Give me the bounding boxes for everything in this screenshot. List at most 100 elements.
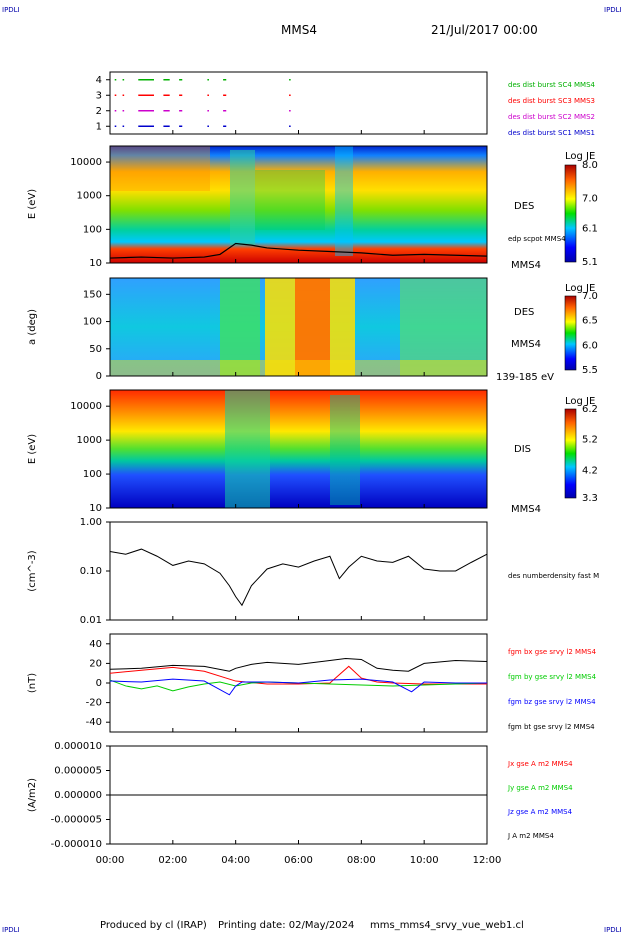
y-tick-label: -0.000010 (51, 839, 102, 850)
panel-des-energy-image (110, 146, 487, 263)
colorbar-tick-label: 5.1 (582, 257, 598, 268)
colorbar-tick-label: 6.5 (582, 316, 598, 327)
burst-legend-entry: des dist burst SC2 MMS2 (508, 113, 595, 121)
footer-printing-date: Printing date: 02/May/2024 (218, 920, 354, 931)
dis-energy-instrument-label: DIS (514, 444, 531, 455)
y-tick-label: 0.000000 (54, 790, 102, 801)
y-tick-label: 100 (83, 469, 102, 480)
current-legend-entry: Jy gse A m2 MMS4 (507, 784, 573, 792)
current-legend-entry: Jz gse A m2 MMS4 (507, 808, 573, 816)
y-tick-label: 0 (96, 678, 102, 689)
bfield-line (109, 679, 488, 692)
colorbar-tick-label: 6.1 (582, 224, 598, 235)
y-tick-label: 0.01 (80, 615, 102, 626)
colorbar-tick-label: 4.2 (582, 465, 598, 476)
ylabel-dis-energy: E (eV) (27, 434, 38, 464)
y-tick-label: 10 (89, 503, 102, 514)
y-axis-titles: E (eV) a (deg) E (eV) (cm^-3) (nT) (A/m2… (27, 189, 38, 812)
burst-legend-entry: des dist burst SC1 MMS1 (508, 129, 595, 137)
y-tick-label: 1000 (77, 435, 102, 446)
colorbar-tick-label: 8.0 (582, 160, 598, 171)
y-tick-label: 3 (96, 90, 102, 101)
des-energy-spacecraft-label: MMS4 (511, 260, 541, 271)
ylabel-des-pitch: a (deg) (27, 309, 38, 345)
bfield-legend-entry: fgm by gse srvy l2 MMS4 (508, 673, 597, 681)
density-line (109, 548, 488, 607)
x-tick-label: 02:00 (158, 855, 187, 866)
y-tick-label: 150 (83, 289, 102, 300)
y-tick-label: 4 (96, 75, 102, 86)
page-title: MMS4 (281, 23, 317, 37)
y-tick-label: 0.000010 (54, 741, 102, 752)
colorbar-tick-label: 6.0 (582, 340, 598, 351)
bfield-legend-entry: fgm bz gse srvy l2 MMS4 (508, 698, 596, 706)
panel-des-energy-colorbar (564, 164, 577, 263)
des-energy-instrument-label: DES (514, 201, 534, 212)
y-tick-label: 10 (89, 258, 102, 269)
y-tick-label: 0 (96, 371, 102, 382)
density-legend-entry: des numberdensity fast M (508, 572, 599, 580)
y-tick-label: 10000 (70, 401, 102, 412)
y-tick-label: 0.000005 (54, 766, 102, 777)
des-pitch-energy-range: 139-185 eV (496, 372, 554, 383)
y-tick-label: 1 (96, 121, 102, 132)
colorbar-tick-label: 6.2 (582, 404, 598, 415)
colorbar-tick-label: 5.5 (582, 365, 598, 376)
y-tick-label: -0.000005 (51, 815, 102, 826)
y-tick-label: 100 (83, 317, 102, 328)
y-tick-label: -20 (86, 698, 102, 709)
page-date: 21/Jul/2017 00:00 (431, 23, 538, 37)
bfield-line (109, 657, 488, 672)
chart-marks: 00:00 02:00 04:00 06:00 08:00 10:00 12:00 1 2 3 4 1… (51, 75, 599, 866)
des-pitch-spacecraft-label: MMS4 (511, 339, 541, 350)
corner-logo-tr: IPDLI (604, 6, 622, 14)
footer-produced-by: Produced by cl (IRAP) (100, 920, 207, 931)
y-tick-label: 2 (96, 106, 102, 117)
footer-file: mms_mms4_srvy_vue_web1.cl (370, 920, 524, 931)
burst-legend-entry: des dist burst SC4 MMS4 (508, 81, 596, 89)
colorbar-des-pitch-title: Log JE (565, 283, 595, 294)
ylabel-current-density: (A/m2) (27, 778, 38, 812)
dis-energy-spacecraft-label: MMS4 (511, 504, 541, 515)
des-pitch-instrument-label: DES (514, 307, 534, 318)
des-energy-overlay-legend: edp scpot MMS4 (508, 235, 566, 243)
y-tick-label: 10000 (70, 157, 102, 168)
colorbar-tick-label: 5.2 (582, 435, 598, 446)
y-tick-label: 100 (83, 224, 102, 235)
bfield-legend-entry: fgm bt gse srvy l2 MMS4 (508, 723, 595, 731)
burst-legend-entry: des dist burst SC3 MMS3 (508, 97, 595, 105)
des-scpot-line (109, 242, 488, 259)
y-tick-label: 50 (89, 344, 102, 355)
x-tick-label: 04:00 (221, 855, 250, 866)
ylabel-magnetic-field: (nT) (27, 673, 38, 693)
x-tick-label: 08:00 (347, 855, 376, 866)
panel-des-pitch-image (110, 278, 487, 376)
panel-dis-energy-image (110, 390, 487, 508)
corner-logo-bl: IPDLI (2, 926, 20, 934)
y-tick-label: 40 (89, 639, 102, 650)
bfield-line (109, 665, 487, 685)
ylabel-des-energy: E (eV) (27, 189, 38, 219)
colorbar-tick-label: 7.0 (582, 291, 598, 302)
bfield-legend-entry: fgm bx gse srvy l2 MMS4 (508, 648, 597, 656)
corner-logo-br: IPDLI (604, 926, 622, 934)
bfield-line (109, 678, 487, 696)
y-tick-label: 0.10 (80, 566, 102, 577)
ylabel-density: (cm^-3) (27, 550, 38, 591)
y-tick-label: 1000 (77, 191, 102, 202)
current-legend-entry: Jx gse A m2 MMS4 (507, 760, 573, 768)
panel-dis-energy-colorbar (564, 408, 577, 499)
x-tick-label: 10:00 (410, 855, 439, 866)
colorbar-tick-label: 7.0 (582, 193, 598, 204)
colorbar-dis-energy-title: Log JE (565, 396, 595, 407)
x-tick-label: 06:00 (284, 855, 313, 866)
colorbar-des-energy-title: Log JE (565, 151, 595, 162)
current-legend-entry: J A m2 MMS4 (507, 832, 554, 840)
x-tick-label: 12:00 (473, 855, 502, 866)
y-tick-label: 20 (89, 658, 102, 669)
y-tick-label: 1.00 (80, 517, 102, 528)
panel-des-pitch-colorbar (564, 295, 577, 371)
x-tick-label: 00:00 (96, 855, 125, 866)
colorbar-tick-label: 3.3 (582, 493, 598, 504)
